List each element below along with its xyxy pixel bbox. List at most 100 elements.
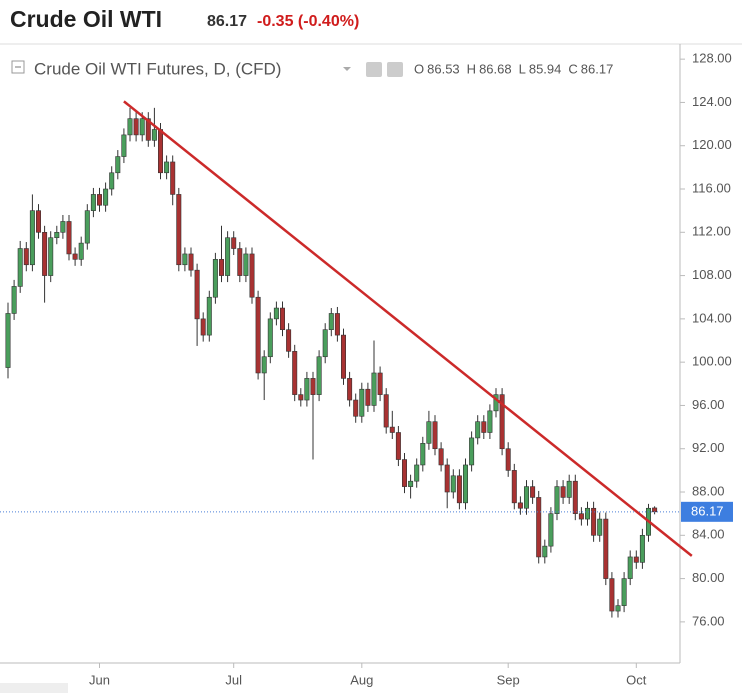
candle-body — [115, 156, 121, 174]
candle-body — [517, 502, 523, 509]
candle-body — [23, 248, 29, 266]
candle-body — [481, 421, 487, 433]
candle-body — [511, 470, 517, 504]
candle-body — [456, 475, 462, 504]
candle-body — [35, 210, 41, 233]
legend-ohlc-label: O — [414, 61, 424, 76]
legend-ohlc-label: H — [467, 61, 476, 76]
candle-body — [292, 351, 298, 395]
settings-button[interactable] — [387, 62, 403, 77]
candle-body — [139, 118, 145, 136]
x-tick-label: Jun — [89, 672, 110, 687]
candle-body — [432, 421, 438, 450]
header-title: Crude Oil WTI — [10, 6, 162, 32]
legend-ohlc-value: 86.68 — [479, 61, 512, 76]
candle-body — [371, 372, 377, 406]
candle-body — [200, 318, 206, 336]
candle-body — [17, 248, 23, 287]
candle-body — [475, 421, 481, 439]
header-change: -0.35 (-0.40%) — [257, 13, 359, 30]
candle-body — [578, 513, 584, 520]
legend-ohlc: O 86.53 H 86.68 L 85.94 C 86.17 — [414, 61, 613, 76]
candle-body — [499, 394, 505, 450]
candle-body — [48, 237, 54, 276]
candle-body — [438, 448, 444, 466]
x-tick-label: Jul — [225, 672, 242, 687]
candle-body — [310, 378, 316, 395]
legend-name: Crude Oil WTI Futures, D, (CFD) — [34, 59, 281, 78]
eye-button[interactable] — [366, 62, 382, 77]
candle-body — [530, 486, 536, 498]
candle-body — [627, 556, 633, 579]
candle-body — [542, 545, 548, 558]
candle-body — [249, 253, 255, 298]
candle-body — [194, 269, 200, 320]
candle-body — [243, 253, 249, 276]
candle-body — [286, 329, 292, 352]
header-price: 86.17 — [207, 13, 247, 30]
candle-body — [365, 388, 371, 406]
candle-body — [11, 286, 17, 314]
candle-body — [566, 480, 572, 498]
candle-body — [316, 356, 322, 395]
x-tick-label: Oct — [626, 672, 647, 687]
bottom-scroll — [0, 683, 68, 693]
candle-body — [231, 237, 237, 249]
candle-body — [389, 426, 395, 433]
y-tick-label: 108.00 — [692, 267, 732, 282]
candle-body — [328, 313, 334, 330]
candle-body — [158, 129, 164, 174]
candle-body — [151, 129, 157, 141]
candle-body — [212, 259, 218, 298]
candle-body — [591, 507, 597, 536]
candle-body — [347, 378, 353, 401]
candle-body — [523, 486, 529, 509]
candle-body — [340, 334, 346, 379]
candle-body — [54, 231, 60, 239]
candle-body — [103, 188, 109, 206]
candle-body — [279, 307, 285, 330]
candle-body — [383, 394, 389, 428]
candle-body — [493, 394, 499, 412]
candle-body — [401, 459, 407, 487]
candle-body — [255, 296, 261, 374]
candle-body — [652, 507, 658, 513]
y-tick-label: 80.00 — [692, 570, 725, 585]
candle-body — [408, 480, 414, 487]
candle-body — [60, 221, 66, 233]
candle-body — [109, 172, 115, 190]
candle-body — [469, 437, 475, 466]
candle-body — [603, 518, 609, 579]
candle-body — [90, 194, 96, 211]
y-tick-label: 96.00 — [692, 397, 725, 412]
candle-body — [84, 210, 90, 244]
candle-body — [225, 237, 231, 276]
candle-body — [219, 259, 225, 276]
candle-body — [322, 329, 328, 358]
y-tick-label: 128.00 — [692, 51, 732, 66]
candle-body — [353, 399, 359, 417]
last-price-label: 86.17 — [691, 503, 724, 518]
legend-ohlc-value: 86.17 — [581, 61, 614, 76]
y-tick-label: 88.00 — [692, 483, 725, 498]
candle-body — [414, 464, 420, 482]
candle-body — [536, 497, 542, 558]
candle-body — [176, 194, 182, 266]
y-tick-label: 92.00 — [692, 440, 725, 455]
y-tick-label: 84.00 — [692, 527, 725, 542]
candle-body — [182, 253, 188, 266]
candle-body — [505, 448, 511, 471]
y-tick-label: 116.00 — [692, 180, 731, 195]
candle-body — [267, 318, 273, 358]
candle-body — [164, 161, 170, 174]
candle-body — [298, 394, 304, 401]
candle-body — [450, 475, 456, 493]
candle-body — [487, 410, 493, 433]
legend-dropdown[interactable] — [343, 67, 351, 71]
candle-body — [334, 313, 340, 336]
legend-ohlc-value: 86.53 — [427, 61, 460, 76]
candle-body — [639, 535, 645, 563]
y-tick-label: 120.00 — [692, 137, 732, 152]
